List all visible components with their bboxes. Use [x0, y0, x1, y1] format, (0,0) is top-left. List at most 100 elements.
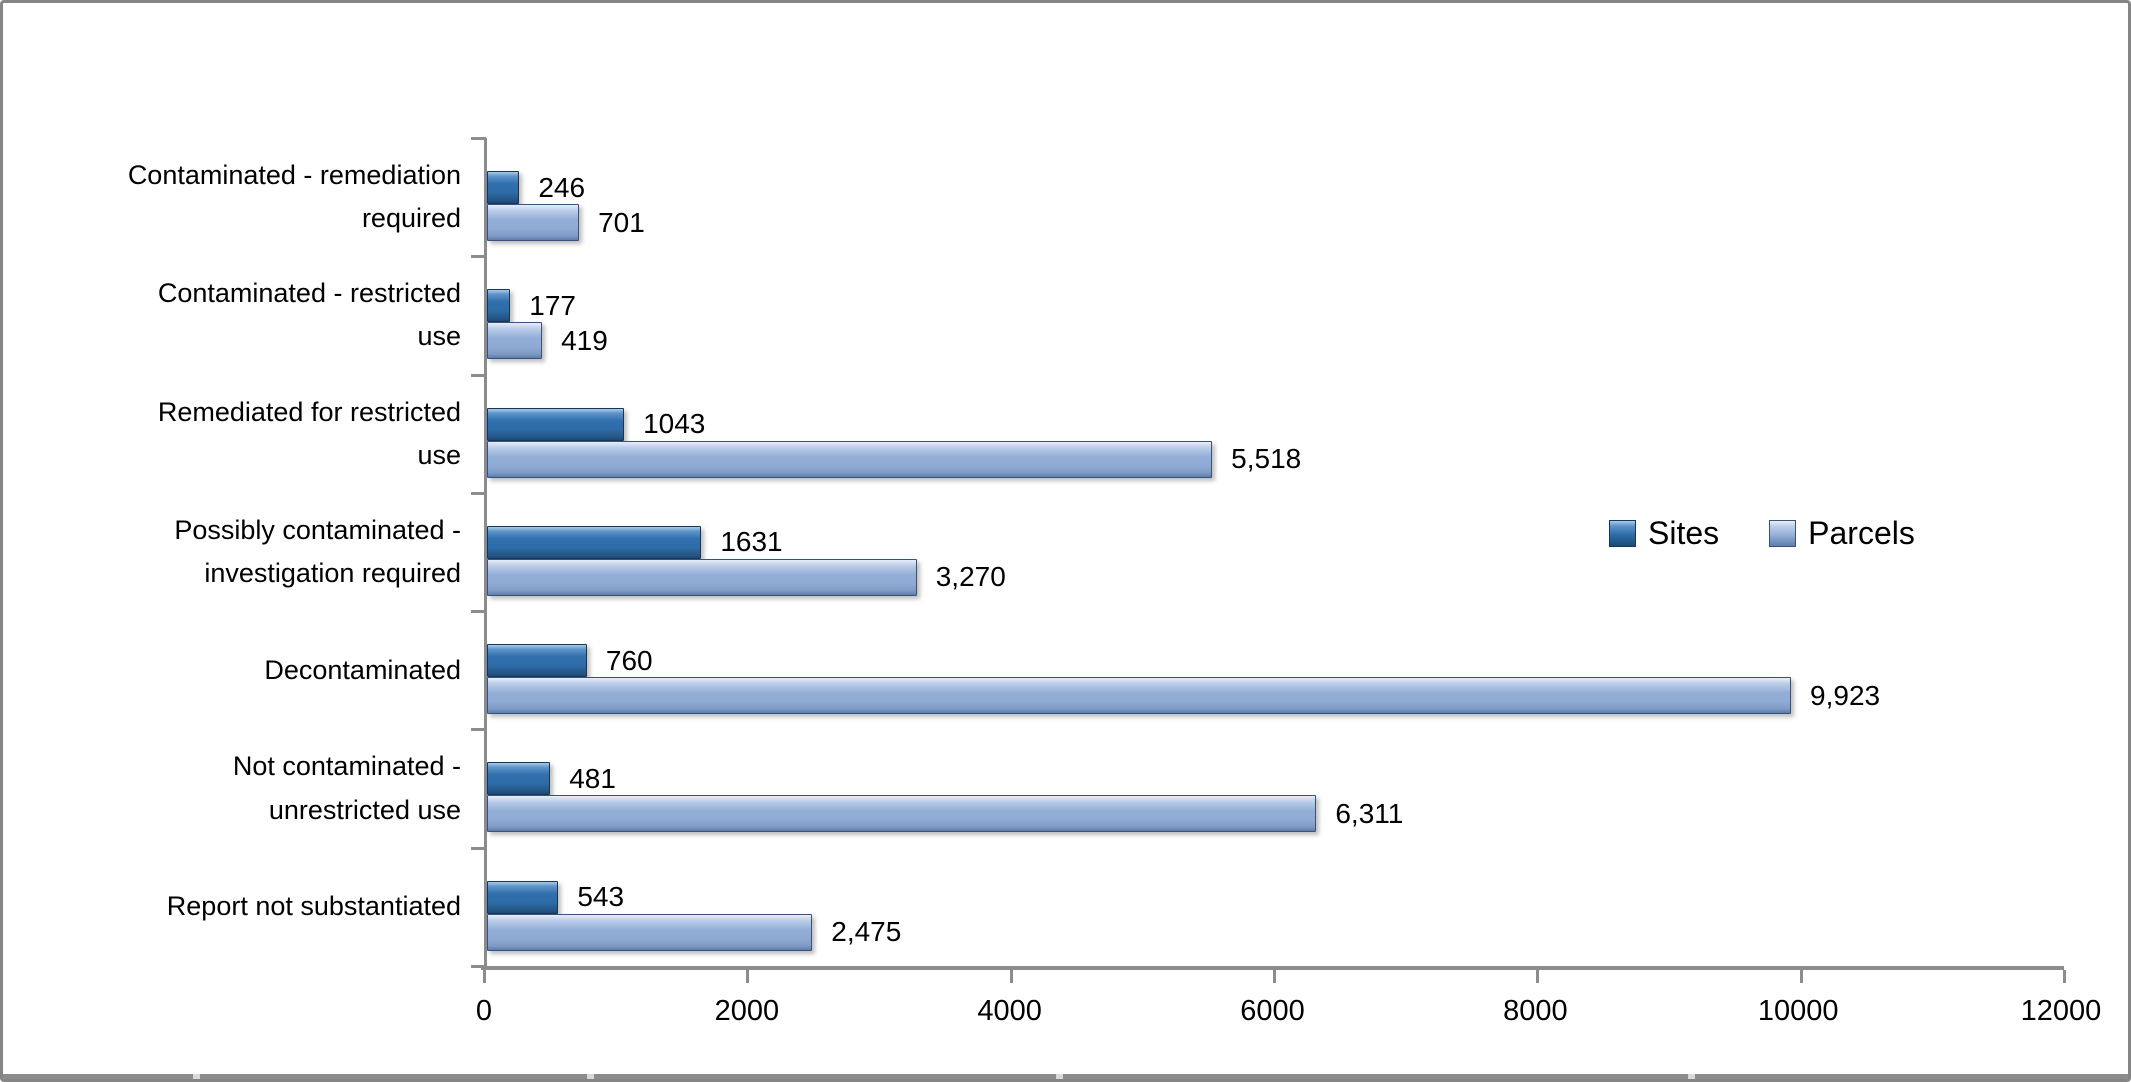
x-axis-tick-label: 0 [475, 995, 493, 1027]
bar-group: 1043 5,518 [487, 375, 2064, 493]
x-axis-tick [483, 970, 486, 983]
y-axis-tick [471, 255, 486, 259]
sites-bar [487, 171, 520, 204]
category-label: Remediated for restricted use [33, 375, 461, 493]
category-label: Not contaminated - unrestricted use [33, 729, 461, 847]
category-label-line: required [361, 203, 461, 234]
bottom-edge-gap [193, 1074, 200, 1079]
x-axis-tick-label: 2000 [714, 995, 780, 1027]
bottom-edge-gap [1688, 1074, 1695, 1079]
x-axis-tick [1799, 970, 1803, 983]
parcels-bar-wrap: 3,270 [487, 558, 2064, 596]
category-label: Possibly contaminated - investigation req… [33, 493, 461, 611]
bar-group: 246 701 [487, 138, 2064, 256]
x-axis-tick [1536, 970, 1540, 983]
data-label: 1631 [720, 526, 783, 558]
category-label-line: Possibly contaminated - [174, 514, 461, 545]
category-label-line: Not contaminated - [232, 751, 461, 782]
parcels-legend-swatch-icon [1769, 520, 1797, 547]
sites-bar-wrap: 246 [487, 171, 2064, 204]
data-label: 177 [529, 289, 576, 321]
parcels-bar [487, 677, 1792, 715]
y-axis-tick [471, 137, 486, 140]
bottom-table-edge [3, 1074, 2128, 1079]
sites-bar-wrap: 760 [487, 644, 2064, 678]
sites-bar [487, 525, 702, 559]
data-label: 1043 [643, 408, 706, 440]
y-axis-tick [471, 728, 486, 732]
data-label: 543 [577, 881, 625, 913]
sites-bar [487, 289, 511, 323]
data-label: 246 [538, 171, 586, 203]
sites-bar-wrap: 481 [487, 762, 2064, 796]
x-axis-tick-label: 4000 [977, 995, 1042, 1027]
legend-entry-sites: Sites [1609, 515, 1719, 552]
plot-area: 246 701 177 419 1043 5,518 1631 3,270 760 9,923 48… [471, 137, 2064, 968]
parcels-bar-wrap: 2,475 [487, 913, 2064, 951]
sites-bar-wrap: 177 [487, 289, 2064, 323]
parcels-bar-wrap: 419 [487, 322, 2064, 360]
sites-bar [487, 880, 559, 914]
bar-group: 177 419 [487, 256, 2064, 374]
parcels-bar-wrap: 9,923 [487, 677, 2064, 715]
category-label-line: investigation required [204, 557, 461, 588]
x-axis-tick-label: 10000 [1757, 995, 1839, 1027]
category-label: Contaminated - remediation required [33, 138, 461, 256]
data-label: 701 [598, 206, 645, 238]
category-label: Contaminated - restricted use [33, 256, 461, 374]
data-label: 760 [605, 644, 653, 676]
bottom-edge-gap [587, 1074, 594, 1079]
data-label: 3,270 [935, 561, 1006, 593]
y-axis-tick [471, 373, 486, 377]
x-axis-tick-label: 8000 [1503, 995, 1568, 1027]
category-label: Report not substantiated [33, 848, 461, 966]
y-axis-tick [471, 491, 486, 495]
parcels-bar-wrap: 6,311 [487, 795, 2064, 833]
x-axis-line [481, 966, 2066, 983]
parcels-bar [487, 440, 1213, 478]
category-label-line: use [417, 321, 461, 352]
category-label-line: Remediated for restricted [157, 396, 461, 427]
category-label-line: use [417, 439, 461, 470]
y-axis-tick [471, 965, 486, 968]
legend-label: Sites [1648, 515, 1720, 551]
legend-entry-parcels: Parcels [1769, 515, 1915, 552]
parcels-bar-wrap: 5,518 [487, 440, 2064, 478]
legend-label: Parcels [1808, 515, 1915, 551]
parcels-bar [487, 558, 917, 596]
chart-legend: Sites Parcels [1609, 515, 1915, 552]
y-axis-tick [471, 610, 486, 614]
sites-bar-wrap: 1043 [487, 407, 2064, 441]
bottom-edge-gap [1056, 1074, 1063, 1079]
parcels-bar-wrap: 701 [487, 204, 2064, 241]
category-label-line: unrestricted use [268, 794, 461, 825]
sites-bar [487, 407, 625, 441]
sites-legend-swatch-icon [1609, 520, 1636, 547]
data-label: 6,311 [1335, 797, 1404, 829]
x-axis-tick-labels: 0 2000 4000 6000 8000 10000 12000 [476, 995, 2101, 1035]
x-axis-tick [1272, 970, 1276, 983]
x-axis-tick-label: 6000 [1240, 995, 1305, 1027]
data-label: 9,923 [1810, 679, 1881, 711]
sites-bar-wrap: 1631 [487, 525, 2064, 559]
data-label: 2,475 [831, 916, 902, 948]
x-axis-tick [746, 970, 750, 983]
bar-group: 760 9,923 [487, 611, 2064, 729]
sites-bar-wrap: 543 [487, 880, 2064, 914]
parcels-bar [487, 204, 580, 241]
category-label-line: Decontaminated [264, 654, 461, 685]
parcels-bar [487, 795, 1317, 833]
parcels-bar [487, 322, 543, 360]
parcels-bar [487, 913, 813, 951]
y-axis-tick [471, 846, 486, 850]
x-axis-tick-label: 12000 [2020, 995, 2102, 1027]
x-axis-tick [1009, 970, 1013, 983]
sites-bar [487, 644, 587, 678]
category-label-line: Contaminated - restricted [157, 278, 461, 309]
x-axis-tick [2062, 970, 2066, 983]
sites-bar [487, 762, 551, 796]
category-label: Decontaminated [33, 611, 461, 729]
data-label: 419 [561, 324, 608, 356]
category-label-line: Report not substantiated [166, 891, 461, 922]
